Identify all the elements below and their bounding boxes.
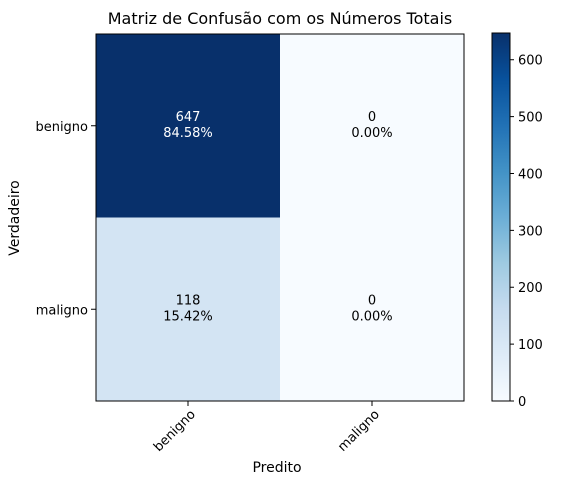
x-axis-ticks: benigno maligno (151, 401, 383, 455)
heatmap-cells (96, 34, 464, 401)
colorbar: 0 100 200 300 400 500 600 (491, 32, 543, 410)
cell-percent-label: 0.00% (351, 126, 392, 141)
y-axis-title: Verdadeiro (7, 180, 23, 255)
cell-count-label: 0 (368, 110, 376, 125)
y-axis-ticks: benigno maligno (35, 120, 96, 318)
cell-percent-label: 0.00% (351, 309, 392, 324)
y-tick-label: maligno (36, 303, 88, 318)
heatmap-cell-0-0 (96, 34, 280, 218)
cell-count-label: 0 (368, 293, 376, 308)
x-axis-title: Predito (252, 460, 301, 476)
heatmap-cell-1-1 (280, 217, 464, 401)
colorbar-tick-label: 400 (518, 167, 543, 182)
plot-frame (95, 33, 465, 402)
colorbar-tick-label: 100 (518, 338, 543, 353)
x-tick-label: benigno (151, 407, 199, 455)
colorbar-tick-label: 300 (518, 224, 543, 239)
cell-percent-label: 84.58% (163, 126, 213, 141)
chart-title: Matriz de Confusão com os Números Totais (108, 9, 453, 28)
cell-count-label: 118 (176, 293, 201, 308)
colorbar-tick-label: 0 (518, 395, 526, 410)
y-tick-label: benigno (35, 120, 88, 135)
heatmap-cell-0-1 (280, 34, 464, 218)
cell-count-label: 647 (176, 110, 201, 125)
colorbar-tick-label: 600 (518, 54, 543, 69)
colorbar-tick-label: 200 (518, 281, 543, 296)
heatmap-cell-1-0 (96, 217, 280, 401)
colorbar-ticks: 0 100 200 300 400 500 600 (510, 54, 543, 410)
cell-percent-label: 15.42% (163, 309, 213, 324)
colorbar-gradient (491, 32, 511, 402)
x-tick-label: maligno (335, 407, 383, 455)
colorbar-tick-label: 500 (518, 111, 543, 126)
